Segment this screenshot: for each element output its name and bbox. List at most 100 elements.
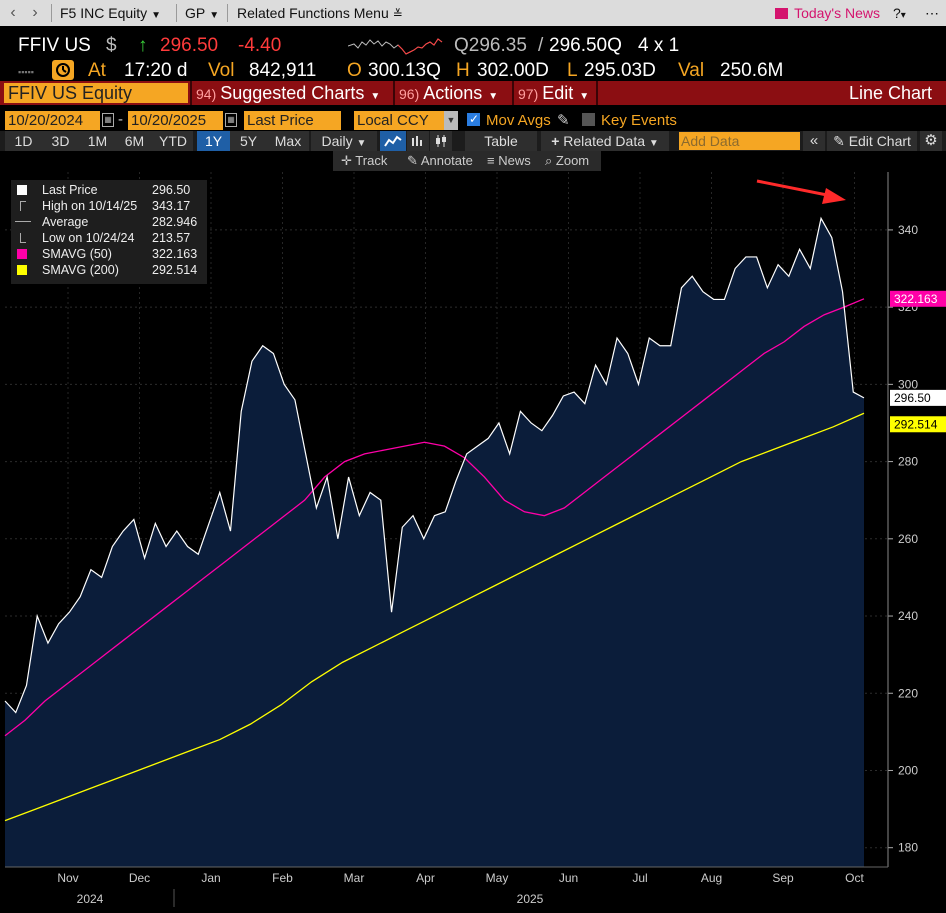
divider bbox=[596, 81, 598, 105]
y-tick-label: 340 bbox=[898, 223, 918, 237]
last-price-value-tag-text: 296.50 bbox=[894, 391, 931, 405]
caret-down-icon: ▼ bbox=[370, 91, 381, 102]
table-button[interactable]: Table bbox=[465, 131, 537, 151]
period-3d[interactable]: 3D bbox=[42, 131, 79, 151]
caret-down-icon: ▼ bbox=[579, 91, 590, 102]
sma50-value-tag-bg bbox=[890, 290, 946, 307]
period-ytd[interactable]: YTD bbox=[153, 131, 193, 151]
legend-label: High on 10/14/25 bbox=[42, 199, 138, 213]
currency-selector[interactable]: Local CCY bbox=[354, 111, 444, 130]
suggested-charts-menu[interactable]: 94) Suggested Charts ▼ bbox=[196, 82, 380, 104]
security-menu-label: F5 INC Equity bbox=[60, 5, 148, 21]
collapse-chevrons-icon[interactable]: « bbox=[803, 131, 825, 151]
price-line bbox=[4, 216, 865, 714]
legend-row-low: Low on 10/24/24 213.57 bbox=[11, 230, 207, 246]
legend-value: 292.514 bbox=[152, 263, 198, 277]
news-icon bbox=[775, 8, 789, 19]
related-functions-menu[interactable]: Related Functions Menu ≚ bbox=[237, 4, 403, 22]
at-label: At bbox=[88, 60, 106, 81]
legend-row-high: High on 10/14/25 343.17 bbox=[11, 198, 207, 214]
x-tick-label: Oct bbox=[845, 871, 864, 885]
mov-avgs-toggle[interactable]: ✓ Mov Avgs ✎ bbox=[467, 111, 570, 130]
y-tick-label: 300 bbox=[898, 377, 918, 391]
legend-label: Last Price bbox=[42, 183, 98, 197]
forward-arrow-icon[interactable]: › bbox=[32, 4, 38, 21]
chart-legend[interactable]: Last Price 296.50 High on 10/14/25 343.1… bbox=[11, 180, 207, 284]
function-bar: FFIV US Equity 94) Suggested Charts ▼ 96) A… bbox=[0, 81, 946, 105]
actions-label: Actions bbox=[423, 83, 483, 103]
period-1d[interactable]: 1D bbox=[5, 131, 42, 151]
legend-swatch-icon bbox=[17, 265, 27, 275]
line-chart-icon[interactable] bbox=[380, 131, 406, 151]
add-data-input[interactable]: Add Data bbox=[679, 132, 800, 150]
security-field[interactable]: FFIV US Equity bbox=[4, 83, 188, 103]
edit-menu[interactable]: 97) Edit ▼ bbox=[518, 82, 589, 104]
date-range-dash: - bbox=[118, 111, 123, 128]
gp-menu-label: GP bbox=[185, 5, 206, 21]
track-tool[interactable]: ✛ Track bbox=[341, 151, 387, 171]
calendar-icon[interactable]: ▦ bbox=[225, 113, 237, 127]
low-marker-icon bbox=[20, 233, 26, 243]
edit-chart-button[interactable]: ✎ Edit Chart bbox=[827, 131, 917, 151]
calendar-icon[interactable]: ▦ bbox=[102, 113, 114, 127]
sma200-value-tag: 292.514 bbox=[890, 416, 946, 433]
price-area-fill bbox=[5, 218, 864, 868]
value-label: Val bbox=[678, 60, 705, 81]
candlestick-icon[interactable] bbox=[430, 131, 452, 151]
news-tool[interactable]: ≡ News bbox=[487, 151, 531, 171]
legend-label: SMAVG (200) bbox=[42, 263, 119, 277]
ticker-symbol: FFIV US bbox=[18, 35, 91, 56]
separator bbox=[176, 4, 177, 22]
sma50-value-tag-text: 322.163 bbox=[894, 292, 938, 306]
help-icon[interactable]: ?▾ bbox=[893, 5, 906, 21]
checkbox-unchecked-icon bbox=[582, 113, 595, 126]
start-date-field[interactable]: 10/20/2024 bbox=[5, 111, 100, 130]
security-menu[interactable]: F5 INC Equity ▼ bbox=[60, 4, 161, 22]
edit-label: Edit bbox=[542, 83, 574, 103]
annotate-icon: ✎ bbox=[407, 153, 418, 168]
sma200-value-tag-bg bbox=[890, 416, 946, 433]
legend-label: Low on 10/24/24 bbox=[42, 231, 135, 245]
period-max[interactable]: Max bbox=[267, 131, 309, 151]
back-arrow-icon[interactable]: ‹ bbox=[10, 4, 16, 21]
open-value: 300.13Q bbox=[368, 60, 441, 81]
legend-label: Average bbox=[42, 215, 89, 229]
field-selector[interactable]: Last Price bbox=[244, 111, 341, 130]
volume-value: 842,911 bbox=[249, 60, 317, 81]
zoom-tool[interactable]: ⌕ Zoom bbox=[545, 151, 589, 171]
pencil-icon[interactable]: ✎ bbox=[556, 112, 570, 129]
end-date-field[interactable]: 10/20/2025 bbox=[128, 111, 223, 130]
x-year-label: 2025 bbox=[517, 892, 544, 906]
low-value: 295.03D bbox=[584, 60, 656, 81]
x-tick-label: Apr bbox=[416, 871, 435, 885]
suggested-charts-label: Suggested Charts bbox=[220, 83, 365, 103]
period-1m[interactable]: 1M bbox=[79, 131, 116, 151]
more-options-icon[interactable]: ⋯ bbox=[925, 5, 939, 21]
plus-icon: + bbox=[551, 133, 560, 149]
todays-news-label: Today's News bbox=[794, 5, 880, 21]
gp-menu[interactable]: GP ▼ bbox=[185, 4, 219, 22]
annotate-tool[interactable]: ✎ Annotate bbox=[407, 151, 473, 171]
key-events-toggle[interactable]: Key Events bbox=[582, 111, 677, 130]
actions-menu[interactable]: 96) Actions ▼ bbox=[399, 82, 498, 104]
bar-chart-icon[interactable] bbox=[407, 131, 429, 151]
high-marker-icon bbox=[20, 201, 26, 211]
related-data-button[interactable]: + Related Data ▼ bbox=[541, 131, 669, 151]
gear-icon[interactable]: ⚙ bbox=[920, 131, 942, 151]
legend-row-sma50: SMAVG (50) 322.163 bbox=[11, 246, 207, 262]
period-1y[interactable]: 1Y bbox=[197, 131, 230, 151]
legend-row-sma200: SMAVG (200) 292.514 bbox=[11, 262, 207, 278]
legend-row-average: Average 282.946 bbox=[11, 214, 207, 230]
separator bbox=[51, 4, 52, 22]
currency-dropdown-icon[interactable]: ▼ bbox=[444, 111, 458, 130]
last-price: 296.50 bbox=[160, 35, 219, 56]
legend-value: 296.50 bbox=[152, 183, 191, 197]
frequency-label: Daily bbox=[321, 133, 353, 149]
period-6m[interactable]: 6M bbox=[116, 131, 153, 151]
monitor-icon[interactable] bbox=[52, 60, 74, 80]
period-5y[interactable]: 5Y bbox=[230, 131, 267, 151]
todays-news-button[interactable]: Today's News bbox=[775, 4, 880, 22]
frequency-selector[interactable]: Daily ▼ bbox=[311, 131, 377, 151]
red-arrow-annotation bbox=[756, 179, 833, 198]
